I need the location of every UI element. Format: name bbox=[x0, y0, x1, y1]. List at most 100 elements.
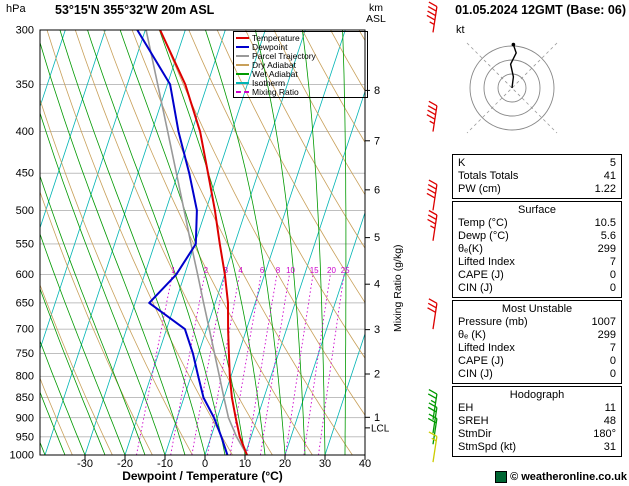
isotherm-line bbox=[40, 30, 106, 230]
pressure-tick-label: 350 bbox=[16, 79, 34, 91]
dry-adiabat-line bbox=[103, 30, 313, 455]
legend-item-label: Dry Adiabat bbox=[252, 59, 296, 70]
temp-tick-label: -20 bbox=[117, 458, 133, 470]
wind-barb bbox=[428, 431, 438, 463]
wet-adiabat-line bbox=[40, 111, 166, 455]
mixing-ratio-label: 3 bbox=[224, 266, 229, 275]
mixing-ratio-line bbox=[191, 274, 226, 455]
stat-value: 7 bbox=[609, 256, 616, 268]
stats-row: Dewp (°C) 5.6 bbox=[458, 230, 616, 243]
stat-value: 11 bbox=[604, 402, 616, 414]
stats-row: EH 11 bbox=[458, 402, 616, 415]
dry-adiabat-line bbox=[46, 30, 233, 455]
stats-row: PW (cm) 1.22 bbox=[458, 183, 616, 196]
dry-adiabat-line bbox=[40, 190, 153, 455]
stat-label: EH bbox=[458, 402, 474, 414]
dry-adiabat-line bbox=[74, 30, 273, 455]
hodograph-chart bbox=[466, 42, 558, 134]
stat-value: 299 bbox=[597, 329, 616, 341]
pressure-tick-label: 750 bbox=[16, 348, 34, 360]
km-tick-label: 8 bbox=[374, 85, 380, 97]
legend-item: Dewpoint bbox=[236, 42, 367, 52]
stat-value: 5 bbox=[609, 157, 616, 169]
stat-label: StmDir bbox=[458, 428, 492, 440]
stat-value: 0 bbox=[609, 269, 616, 281]
stats-row: StmSpd (kt) 31 bbox=[458, 441, 616, 454]
legend-item: Dry Adiabat bbox=[236, 59, 367, 70]
isotherm-line bbox=[284, 211, 365, 455]
stats-box: Surface Temp (°C) 10.5 Dewp (°C) 5.6 θₑ(K) 299… bbox=[452, 201, 622, 298]
pressure-tick-label: 700 bbox=[16, 324, 34, 336]
dry-adiabat-line bbox=[216, 30, 365, 304]
stat-value: 299 bbox=[597, 243, 616, 255]
mixing-ratio-axis-label: Mixing Ratio (g/kg) bbox=[392, 244, 404, 332]
stat-value: 7 bbox=[609, 342, 616, 354]
legend-item-label: Temperature bbox=[252, 32, 300, 43]
pressure-tick-label: 900 bbox=[16, 412, 34, 424]
stats-row: CIN (J) 0 bbox=[458, 368, 616, 381]
stats-row: CIN (J) 0 bbox=[458, 282, 616, 295]
legend-item: Isotherm bbox=[236, 78, 367, 88]
pressure-tick-label: 1000 bbox=[10, 450, 34, 462]
dry-adiabats bbox=[40, 30, 365, 455]
stat-value: 31 bbox=[603, 441, 616, 453]
pressure-tick-label: 450 bbox=[16, 168, 34, 180]
dry-adiabat-line bbox=[40, 377, 73, 455]
stat-value: 0 bbox=[609, 368, 616, 380]
pressure-tick-label: 550 bbox=[16, 238, 34, 250]
dry-adiabat-line bbox=[188, 30, 365, 359]
wind-barb bbox=[426, 100, 438, 132]
stat-label: CAPE (J) bbox=[458, 355, 504, 367]
stat-value: 41 bbox=[603, 170, 616, 182]
stats-row: Totals Totals 41 bbox=[458, 170, 616, 183]
wet-adiabat-line bbox=[40, 232, 126, 455]
isotherm-line bbox=[40, 30, 66, 108]
stat-label: CAPE (J) bbox=[458, 269, 504, 281]
stat-label: Pressure (mb) bbox=[458, 316, 528, 328]
temp-tick-label: -10 bbox=[157, 458, 173, 470]
isotherm-line bbox=[84, 30, 226, 455]
stats-box-title: Surface bbox=[518, 204, 556, 216]
dry-adiabat-line bbox=[40, 283, 113, 455]
isotherm-line bbox=[324, 332, 365, 455]
legend-line-swatch bbox=[236, 72, 249, 75]
mixing-ratio-line bbox=[246, 274, 278, 455]
wet-adiabat-line bbox=[254, 30, 306, 455]
stat-label: θₑ(K) bbox=[458, 243, 483, 255]
km-tick-label: 2 bbox=[374, 368, 380, 380]
dry-adiabat-line bbox=[40, 98, 193, 455]
mixing-ratio-label: 25 bbox=[341, 266, 350, 275]
stats-row: Lifted Index 7 bbox=[458, 256, 616, 269]
pressure-tick-label: 400 bbox=[16, 126, 34, 138]
parcel-curve bbox=[145, 30, 248, 455]
lcl-label: LCL bbox=[371, 423, 390, 434]
copyright-text: © weatheronline.co.uk bbox=[510, 471, 627, 483]
pressure-tick-label: 600 bbox=[16, 269, 34, 281]
wet-adiabat-line bbox=[59, 30, 206, 455]
stat-label: K bbox=[458, 157, 466, 169]
mixing-ratio-lines bbox=[136, 274, 345, 455]
mixing-ratio-labels: 1 2 3 4 6 8 10 15 20 25 bbox=[171, 266, 350, 275]
legend-line-swatch bbox=[236, 36, 249, 39]
wet-adiabat-line bbox=[40, 41, 186, 455]
mixing-ratio-line bbox=[207, 274, 240, 455]
legend-item-label: Parcel Trajectory bbox=[252, 50, 316, 61]
temp-tick-label: 0 bbox=[202, 458, 208, 470]
isotherm-line bbox=[40, 30, 146, 351]
pressure-tick-label: 500 bbox=[16, 205, 34, 217]
mixing-ratio-label: 6 bbox=[260, 266, 265, 275]
dry-adiabat-line bbox=[358, 30, 365, 42]
weatheronline-logo-icon bbox=[495, 471, 508, 483]
legend-item: Temperature bbox=[236, 32, 367, 43]
skewt-chart: 1 2 3 4 6 8 10 15 20 25 300 350 400 450 500 550 600 650 70… bbox=[10, 1, 438, 470]
stats-row: θₑ (K) 299 bbox=[458, 329, 616, 342]
dry-adiabat-line bbox=[160, 30, 365, 416]
stats-box: Hodograph EH 11 SREH 48 StmDir 180° StmSpd (kt)… bbox=[452, 386, 622, 457]
mixing-ratio-line bbox=[285, 274, 314, 455]
pressure-tick-label: 650 bbox=[16, 297, 34, 309]
stats-row: Lifted Index 7 bbox=[458, 342, 616, 355]
hodograph-ring bbox=[469, 45, 555, 131]
pressure-tick-label: 300 bbox=[16, 25, 34, 37]
